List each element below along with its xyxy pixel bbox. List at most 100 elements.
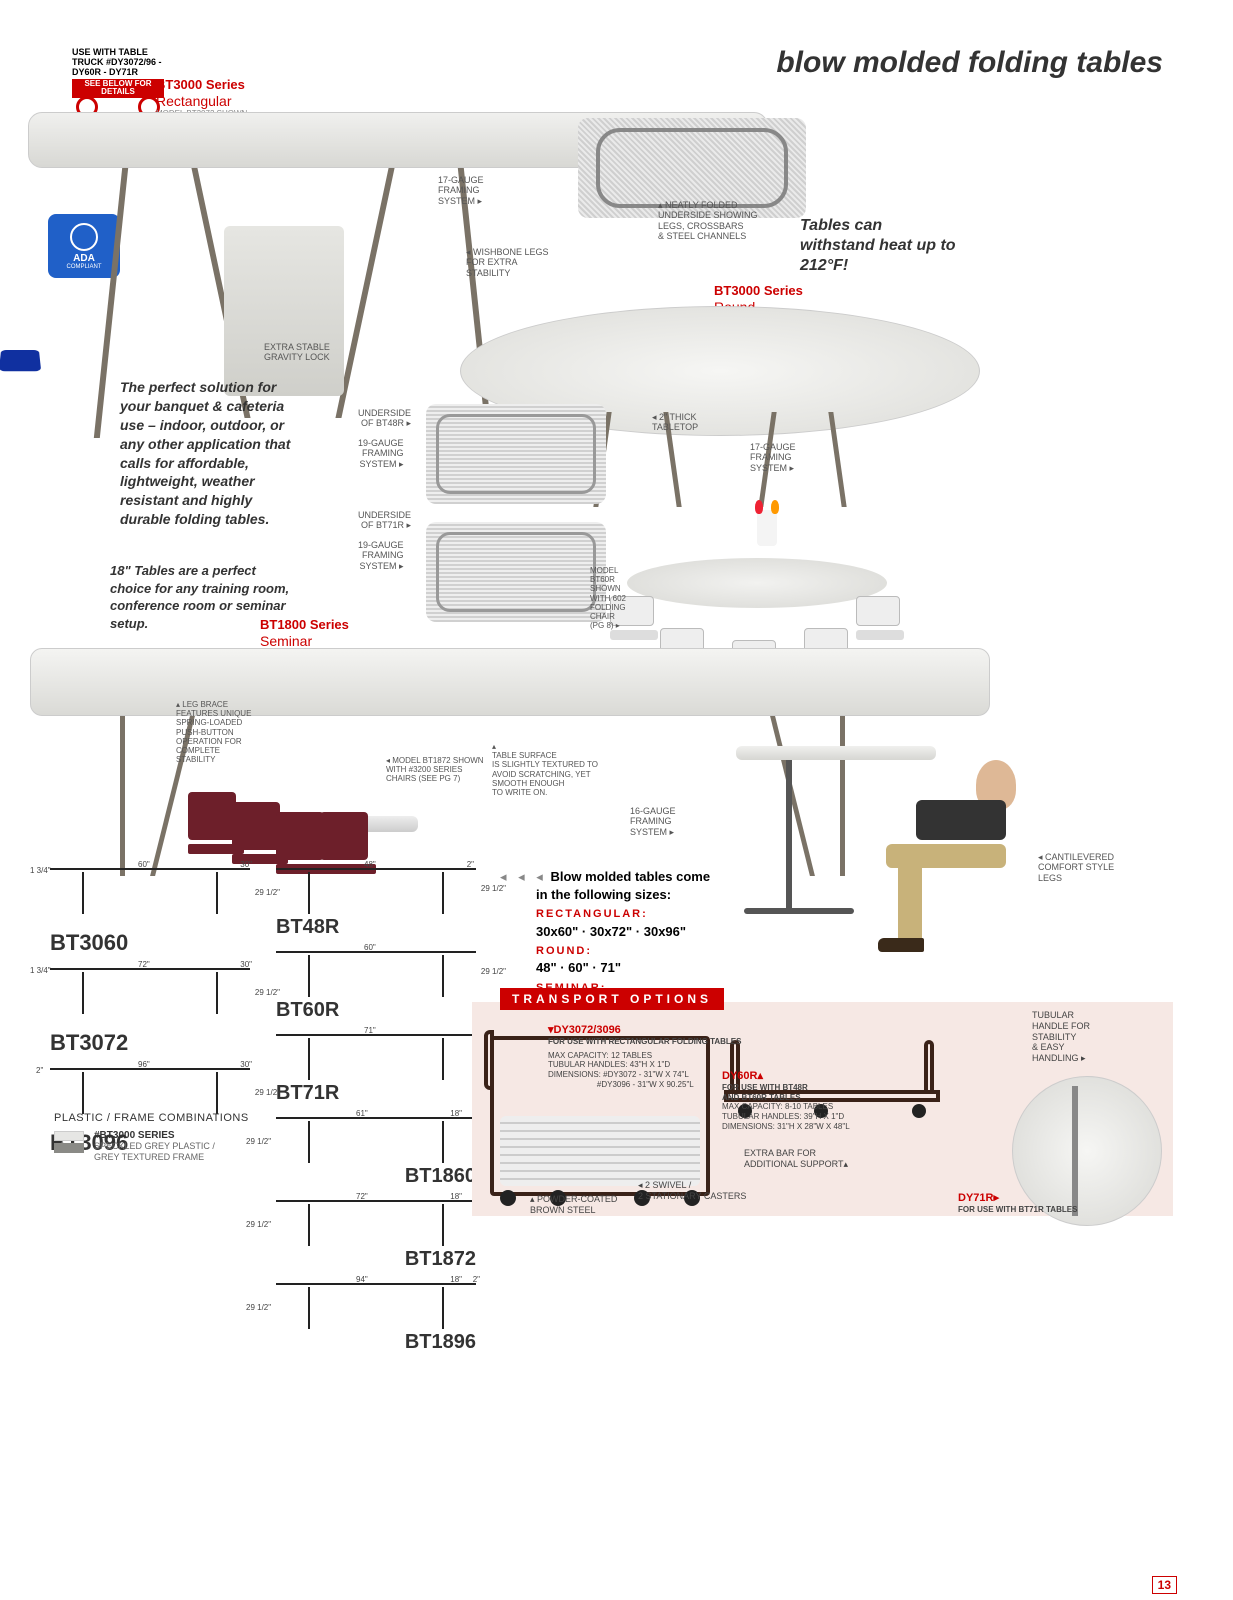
sem-leg	[120, 716, 125, 876]
note-powder: ▴ POWDER-COATED BROWN STEEL	[530, 1194, 617, 1216]
dy71r-sub: FOR USE WITH BT71R TABLES	[958, 1205, 1077, 1215]
diagram-bt60r: 60" 29 1/2"	[276, 951, 476, 993]
folded-bt48r-image	[426, 404, 606, 504]
folded-bt71r-image	[426, 522, 606, 622]
dim-w: 72"	[356, 1192, 368, 1201]
sizes-rect-cat: RECTANGULAR:	[536, 908, 648, 920]
dy60r-sub: FOR USE WITH BT48R AND BT60R TABLES	[722, 1083, 850, 1102]
sizes-hd2: in the following sizes:	[536, 886, 710, 904]
callout-2inch: ◂ 2" THICK TABLETOP	[652, 412, 698, 433]
combo-sub: SPECKLED GREY PLASTIC / GREY TEXTURED FR…	[94, 1141, 215, 1163]
combo-block: PLASTIC / FRAME COMBINATIONS #BT3000 SER…	[54, 1112, 274, 1163]
dim-w: 60"	[364, 943, 376, 952]
callout-16gauge: 16-GAUGE FRAMING SYSTEM ▸	[630, 806, 676, 837]
heat-note: Tables can withstand heat up to 212°F!	[800, 216, 960, 276]
truck-note-l3: DY60R - DY71R	[72, 68, 164, 78]
diagram-label: BT48R	[276, 916, 476, 939]
diagram-col-round-seminar: 48" 29 1/2" 2" BT48R 60" 29 1/2" BT60R 7…	[276, 868, 476, 1366]
transport-bar: TRANSPORT OPTIONS	[500, 988, 724, 1010]
diagram-label: BT71R	[276, 1082, 476, 1105]
dy3072-cap: MAX CAPACITY: 12 TABLES TUBULAR HANDLES:…	[548, 1051, 741, 1089]
page-number: 13	[1152, 1576, 1177, 1594]
page-title: blow molded folding tables	[776, 46, 1163, 80]
diagram-label: BT1860	[276, 1165, 476, 1188]
dim-w: 60"	[138, 860, 150, 869]
diagram-bt71r: 71" 29 1/2"	[276, 1034, 476, 1076]
callout-gravity: EXTRA STABLE GRAVITY LOCK	[264, 342, 330, 363]
dim-w: 48"	[364, 860, 376, 869]
callout-cantilever: ◂ CANTILEVERED COMFORT STYLE LEGS	[1038, 852, 1114, 883]
dim-w: 96"	[138, 1060, 150, 1069]
body-seminar18: 18" Tables are a perfect choice for any …	[110, 562, 300, 632]
callout-underside-rect: ▴ NEATLY FOLDED UNDERSIDE SHOWING LEGS, …	[658, 200, 758, 241]
diagram-label: BT3072	[50, 1030, 250, 1056]
dim-w: 61"	[356, 1109, 368, 1118]
callout-texture: ▴ TABLE SURFACE IS SLIGHTLY TEXTURED TO …	[492, 742, 598, 797]
diagram-label: BT1896	[276, 1331, 476, 1354]
note-dy60r: DY60R▴ FOR USE WITH BT48R AND BT60R TABL…	[722, 1070, 850, 1131]
note-extrabar: EXTRA BAR FOR ADDITIONAL SUPPORT▴	[744, 1148, 848, 1170]
note-tube: TUBULAR HANDLE FOR STABILITY & EASY HAND…	[1032, 1010, 1090, 1064]
diagram-bt1860: 61" 18" 29 1/2" 2"	[276, 1117, 476, 1159]
callout-17gauge-a: 17-GAUGE FRAMING SYSTEM ▸	[438, 175, 484, 206]
sizes-round-vals: 48" · 60" · 71"	[536, 959, 710, 977]
dim-d: 18"	[450, 1275, 462, 1284]
callout-bt1872chairs: ◂ MODEL BT1872 SHOWN WITH #3200 SERIES C…	[386, 756, 484, 784]
callout-under48r: UNDERSIDE OF BT48R ▸	[358, 408, 411, 429]
body-perfect: The perfect solution for your banquet & …	[120, 378, 298, 529]
callout-19gauge-a: 19-GAUGE FRAMING SYSTEM ▸	[358, 438, 404, 469]
seminar-table-image	[30, 648, 990, 716]
dim-w: 94"	[356, 1275, 368, 1284]
series-type: Seminar	[260, 633, 351, 649]
dy60r-name: DY60R▴	[722, 1070, 850, 1083]
dim-w: 71"	[364, 1026, 376, 1035]
sizes-lead: ◂ ◂ ◂	[500, 869, 547, 884]
truck-note: USE WITH TABLE TRUCK #DY3072/96 - DY60R …	[72, 48, 164, 116]
diagram-bt1872: 72" 18" 29 1/2" 2"	[276, 1200, 476, 1242]
dim-t: 2"	[467, 860, 474, 869]
swatch-light	[54, 1131, 84, 1141]
dim-d: 30"	[240, 860, 252, 869]
diagram-bt1896: 94" 18" 29 1/2" 2"	[276, 1283, 476, 1325]
seated-person-image	[736, 736, 1046, 936]
sizes-round-cat: ROUND:	[536, 945, 592, 957]
dim-t: 2"	[473, 1275, 480, 1284]
dy3072-name: ▾DY3072/3096	[548, 1024, 741, 1037]
diagram-bt3072: 72" 30" 29 1/2" 1 3/4"	[50, 968, 250, 1024]
dim-d: 30"	[240, 1060, 252, 1069]
dim-w: 72"	[138, 960, 150, 969]
dim-d: 18"	[450, 1109, 462, 1118]
dim-t: 1 3/4"	[30, 866, 51, 875]
leg-detail-image	[224, 226, 344, 396]
callout-legbrace: ▴ LEG BRACE FEATURES UNIQUE SPRING-LOADE…	[176, 700, 251, 764]
diagram-label: BT1872	[276, 1248, 476, 1271]
dim-d: 30"	[240, 960, 252, 969]
dim-d: 18"	[450, 1192, 462, 1201]
callout-under71r: UNDERSIDE OF BT71R ▸	[358, 510, 411, 531]
note-dy3072: ▾DY3072/3096 FOR USE WITH RECTANGULAR FO…	[548, 1024, 741, 1089]
dim-t: 1 3/4"	[30, 966, 51, 975]
diagram-bt48r: 48" 29 1/2" 2"	[276, 868, 476, 910]
dim-h: 29 1/2"	[246, 1303, 271, 1312]
callout-scene: MODEL BT60R SHOWN WITH 602 FOLDING CHAIR…	[590, 566, 626, 630]
dy60r-cap: MAX CAPACITY: 8-10 TABLES TUBULAR HANDLE…	[722, 1102, 850, 1131]
diagram-label: BT3060	[50, 930, 250, 956]
callout-19gauge-b: 19-GAUGE FRAMING SYSTEM ▸	[358, 540, 404, 571]
callout-wishbone: ◂ WISHBONE LEGS FOR EXTRA STABILITY	[466, 247, 549, 278]
combo-title: PLASTIC / FRAME COMBINATIONS	[54, 1112, 274, 1124]
swatch-dark	[54, 1143, 84, 1153]
series-type: Rectangular	[156, 93, 247, 109]
dy3072-sub: FOR USE WITH RECTANGULAR FOLDING TABLES	[548, 1037, 741, 1047]
dim-h: 29 1/2"	[246, 1220, 271, 1229]
dim-t: 2"	[36, 1066, 43, 1075]
callout-17gauge-b: 17-GAUGE FRAMING SYSTEM ▸	[750, 442, 796, 473]
sizes-hd1: Blow molded tables come	[550, 869, 710, 884]
combo-name: #BT3000 SERIES	[94, 1130, 215, 1141]
tulips-icon	[757, 510, 777, 546]
sizes-rect-vals: 30x60" · 30x72" · 30x96"	[536, 923, 710, 941]
note-swivel: ◂ 2 SWIVEL / 2 STATIONARY CASTERS	[638, 1180, 746, 1202]
diagram-label: BT60R	[276, 999, 476, 1022]
dy71r-name: DY71R▸	[958, 1192, 1077, 1205]
series-name: BT3000 Series	[156, 78, 247, 93]
diagram-bt3060: 60" 30" 29 1/2" 1 3/4"	[50, 868, 250, 924]
